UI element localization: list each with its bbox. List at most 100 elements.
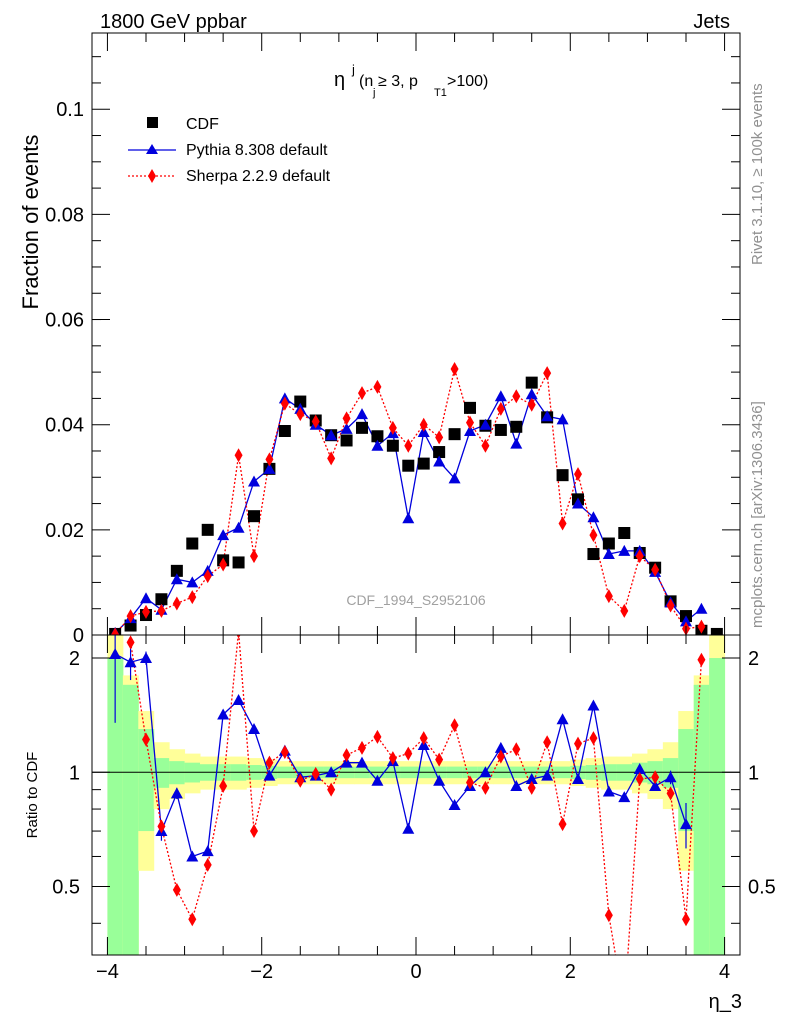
ratio-point-sherpa-2-2-9-default [327,782,336,797]
ratio-point-pythia-8-308-default [510,780,523,792]
data-point-pythia-8-308-default [695,602,708,614]
data-point-pythia-8-308-default [602,548,615,560]
ratio-point-pythia-8-308-default [186,850,199,862]
ratio-point-sherpa-2-2-9-default [358,740,366,755]
y-tick-label: 0.1 [56,99,84,121]
ratio-point-pythia-8-308-default [433,774,446,786]
data-point-sherpa-2-2-9-default [651,562,660,577]
ratio-point-sherpa-2-2-9-default [373,729,382,744]
data-point-sherpa-2-2-9-default [234,448,243,463]
ratio-point-pythia-8-308-default [664,771,677,783]
legend-marker-pythia [146,144,158,154]
ratio-point-sherpa-2-2-9-default [697,652,706,667]
data-point-cdf [710,627,723,635]
ratio-point-pythia-8-308-default [170,787,183,799]
ratio-point-sherpa-2-2-9-default [543,735,552,750]
data-point-pythia-8-308-default [618,544,631,556]
x-tick-label: −2 [250,961,273,983]
data-point-cdf [510,420,523,433]
ratio-point-pythia-8-308-default [248,723,260,735]
ratio-point-sherpa-2-2-9-default [574,736,582,751]
data-point-pythia-8-308-default [680,615,692,627]
ratio-point-pythia-8-308-default [680,818,692,830]
data-point-cdf [248,510,260,523]
data-point-sherpa-2-2-9-default [450,361,459,376]
data-point-sherpa-2-2-9-default [311,414,320,429]
watermark-label: CDF_1994_S2952106 [346,592,486,608]
header-process: Jets [693,11,730,33]
data-point-cdf [155,593,168,606]
ratio-point-sherpa-2-2-9-default [620,1000,628,1014]
data-point-pythia-8-308-default [494,390,507,402]
mcplots-citation-label: mcplots.cern.ch [arXiv:1306.3436] [749,401,766,628]
main-panel: 00.020.040.060.080.1 Fraction of events … [18,32,741,647]
ratio-point-pythia-8-308-default [556,713,569,725]
title-cut-b: ≥ 3, p [378,73,418,90]
ratio-y-tick-label-right: 1 [748,762,759,784]
data-point-cdf [232,556,245,569]
ratio-point-sherpa-2-2-9-default [126,635,135,650]
uncertainty-band-green [122,684,139,955]
data-point-pythia-8-308-default [371,439,384,451]
data-point-pythia-8-308-default [170,573,183,585]
ratio-point-sherpa-2-2-9-default [604,908,613,923]
ratio-point-pythia-8-308-default [572,773,584,785]
legend-label-sherpa: Sherpa 2.2.9 default [186,168,331,185]
data-point-sherpa-2-2-9-default [481,438,490,453]
ratio-point-sherpa-2-2-9-default [635,772,644,787]
data-point-sherpa-2-2-9-default [512,389,521,404]
x-tick-label: 4 [719,961,730,983]
ratio-y-tick-label: 0.5 [52,877,80,899]
data-point-sherpa-2-2-9-default [265,452,274,467]
ratio-point-sherpa-2-2-9-default [512,742,521,757]
data-point-sherpa-2-2-9-default [404,438,413,453]
data-point-cdf [602,537,615,550]
main-plot-marks [109,361,723,635]
ratio-line-sherpa-2-2-9-default [129,635,703,955]
ratio-point-pythia-8-308-default [494,741,507,753]
ratio-point-sherpa-2-2-9-default [296,773,305,788]
data-point-sherpa-2-2-9-default [280,396,289,411]
ratio-point-pythia-8-308-default [232,694,245,706]
legend-label-pythia: Pythia 8.308 default [186,142,328,159]
uncertainty-band-green [693,684,710,955]
data-point-cdf [433,446,446,459]
ratio-point-sherpa-2-2-9-default [527,780,536,795]
y-tick-label: 0.08 [45,204,84,226]
legend-marker-sherpa [148,169,156,183]
data-point-pythia-8-308-default [248,475,260,487]
data-point-sherpa-2-2-9-default [172,596,181,611]
data-point-pythia-8-308-default [510,437,523,449]
ratio-panel: 0.5 0.5 1 1 2 2 −4 −2 0 2 4 Ratio to CDF η_3 [24,634,776,1014]
data-point-sherpa-2-2-9-default [219,557,228,572]
legend-marker-cdf [147,117,158,128]
ratio-y-tick-label: 1 [69,762,80,784]
ratio-point-pythia-8-308-default [340,756,353,768]
ratio-point-pythia-8-308-default [201,845,214,857]
data-point-pythia-8-308-default [356,408,368,420]
series-line-sherpa-2-2-9-default [114,368,702,635]
data-point-pythia-8-308-default [464,425,476,437]
data-point-cdf [448,428,461,441]
uncertainty-band-green [678,729,695,832]
ratio-point-sherpa-2-2-9-default [342,748,351,763]
data-point-sherpa-2-2-9-default [250,549,258,564]
ratio-point-sherpa-2-2-9-default [388,751,397,766]
data-point-sherpa-2-2-9-default [203,569,212,584]
ratio-point-pythia-8-308-default [525,773,538,785]
data-point-cdf [494,423,507,436]
data-point-sherpa-2-2-9-default [604,589,613,604]
data-point-cdf [356,421,368,434]
ratio-point-pythia-8-308-default [371,774,384,786]
ratio-point-sherpa-2-2-9-default [404,746,413,761]
data-point-pythia-8-308-default [402,512,415,524]
ratio-point-sherpa-2-2-9-default [651,770,660,785]
data-point-pythia-8-308-default [587,511,600,523]
x-axis-label: η_3 [709,991,742,1013]
ratio-point-sherpa-2-2-9-default [682,912,690,927]
data-point-pythia-8-308-default [541,410,554,422]
ratio-y-tick-label-right: 0.5 [748,877,776,899]
data-point-cdf [294,395,307,408]
data-point-sherpa-2-2-9-default [620,603,629,618]
data-point-cdf [618,527,631,540]
